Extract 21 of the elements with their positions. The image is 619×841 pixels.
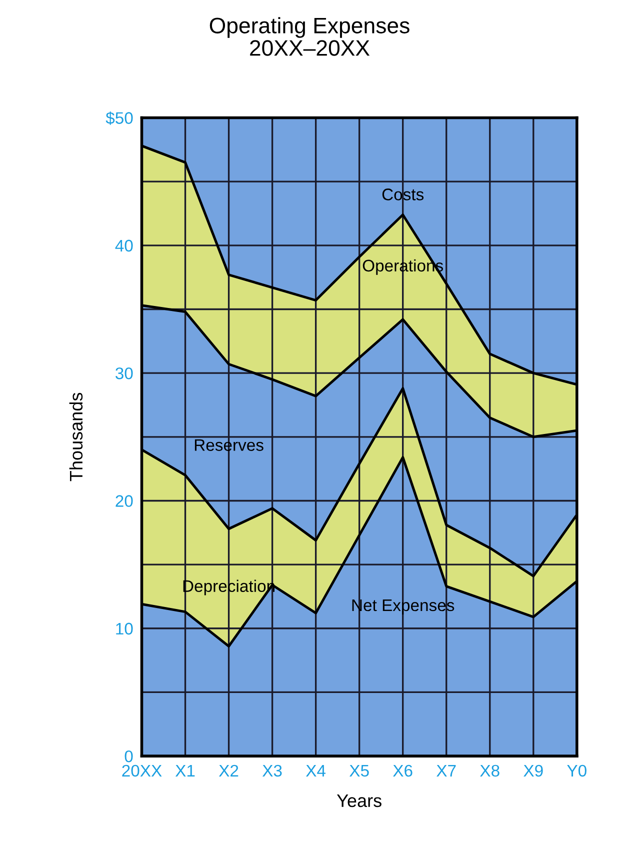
y-tick-label: 40 xyxy=(115,240,133,252)
x-tick-label: Y0 xyxy=(567,764,586,777)
x-tick-label: 20XX xyxy=(122,764,162,777)
y-axis-title: Thousands xyxy=(69,392,83,482)
chart-title: Operating Expenses xyxy=(210,17,410,38)
x-tick-label: X9 xyxy=(524,764,543,777)
chart-subtitle: 20XX–20XX xyxy=(250,40,370,56)
y-tick-label: $50 xyxy=(106,111,133,125)
x-tick-label: X3 xyxy=(262,764,282,777)
x-tick-label: X7 xyxy=(436,765,456,776)
x-tick-label: X4 xyxy=(306,765,326,776)
y-tick-label: 0 xyxy=(124,750,133,762)
x-tick-label: X2 xyxy=(218,764,238,776)
y-tick-label: 10 xyxy=(116,622,133,635)
x-tick-label: X8 xyxy=(480,764,500,777)
x-tick-label: X1 xyxy=(175,765,195,776)
y-tick-label: 20 xyxy=(116,495,133,507)
x-axis-title: Years xyxy=(336,794,382,808)
y-tick-label: 30 xyxy=(116,367,133,380)
x-tick-label: X6 xyxy=(393,764,412,777)
x-tick-label: X5 xyxy=(350,765,369,777)
